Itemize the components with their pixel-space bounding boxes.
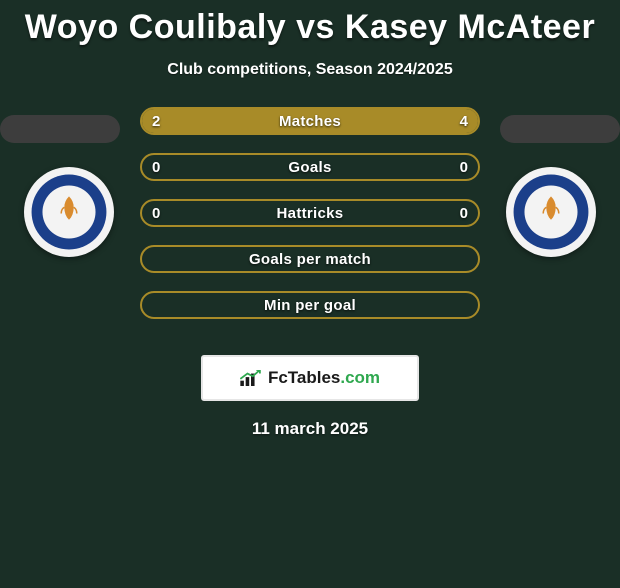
bar-value-left: 0 <box>152 159 160 176</box>
club-crest-right <box>506 167 596 257</box>
stat-bar: 2 4 Matches <box>140 107 480 135</box>
bar-value-left: 2 <box>152 113 160 130</box>
comparison-panel: 2 4 Matches 0 0 Goals 0 0 Hattricks Goals per mat… <box>0 107 620 337</box>
bars-growth-icon <box>240 370 262 386</box>
page-title: Woyo Coulibaly vs Kasey McAteer <box>0 8 620 47</box>
bar-value-right: 4 <box>460 113 468 130</box>
bar-label: Matches <box>279 113 341 130</box>
stat-bar: Min per goal <box>140 291 480 319</box>
player-pill-left <box>0 115 120 143</box>
stat-bars: 2 4 Matches 0 0 Goals 0 0 Hattricks Goals per mat… <box>140 107 480 319</box>
bar-label: Hattricks <box>277 205 344 222</box>
date-label: 11 march 2025 <box>0 419 620 439</box>
subtitle: Club competitions, Season 2024/2025 <box>0 61 620 79</box>
bar-value-left: 0 <box>152 205 160 222</box>
bar-label: Goals <box>288 159 331 176</box>
brand-text: FcTables.com <box>268 368 380 388</box>
bar-value-right: 0 <box>460 205 468 222</box>
club-crest-left <box>24 167 114 257</box>
brand-name: FcTables <box>268 368 340 387</box>
stat-bar: Goals per match <box>140 245 480 273</box>
stat-bar: 0 0 Goals <box>140 153 480 181</box>
bar-label: Min per goal <box>264 297 356 314</box>
leicester-crest-icon <box>30 173 108 251</box>
stat-bar: 0 0 Hattricks <box>140 199 480 227</box>
bar-value-right: 0 <box>460 159 468 176</box>
player-pill-right <box>500 115 620 143</box>
leicester-crest-icon <box>512 173 590 251</box>
bar-label: Goals per match <box>249 251 371 268</box>
brand-box: FcTables.com <box>201 355 419 401</box>
brand-suffix: .com <box>340 368 380 387</box>
